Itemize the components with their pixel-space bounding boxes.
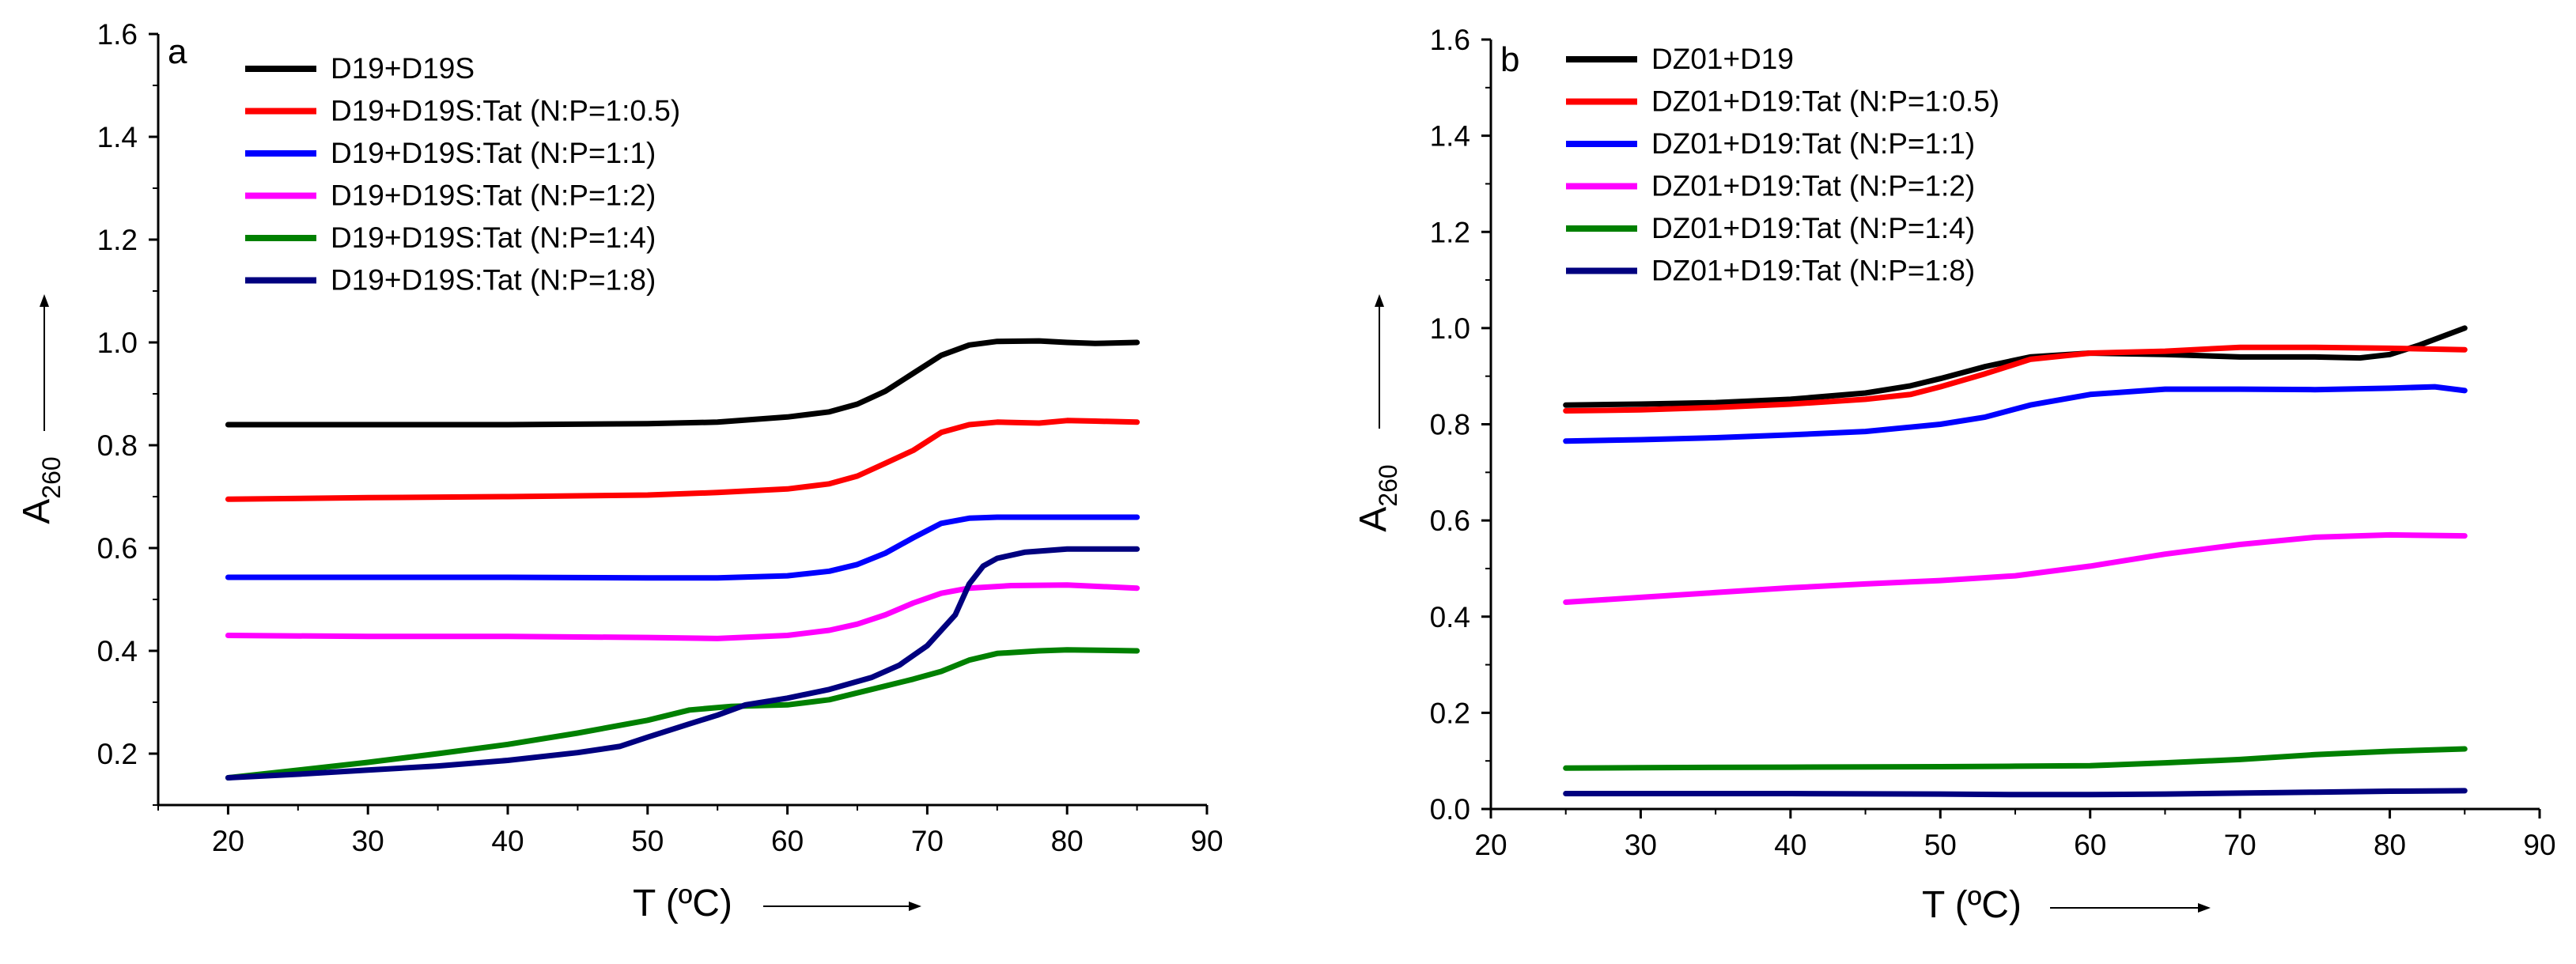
y-axis-title-main: A — [16, 499, 58, 524]
legend-label: D19+D19S:Tat (N:P=1:1) — [331, 137, 656, 169]
x-arrow-head — [2198, 903, 2211, 913]
x-tick-label: 40 — [491, 825, 524, 857]
x-tick-label: 30 — [1625, 829, 1657, 861]
x-tick-label: 90 — [1190, 825, 1223, 857]
legend-label: D19+D19S:Tat (N:P=1:0.5) — [331, 95, 680, 127]
y-tick-label: 0.2 — [1430, 697, 1470, 729]
series-line — [225, 582, 1140, 641]
y-tick-label: 0.8 — [1430, 409, 1470, 441]
y-tick-label: 1.4 — [97, 121, 138, 153]
x-tick-label: 80 — [2374, 829, 2406, 861]
y-tick-label: 0.4 — [1430, 601, 1470, 633]
legend-label: DZ01+D19:Tat (N:P=1:8) — [1651, 255, 1975, 287]
legend-label: D19+D19S:Tat (N:P=1:8) — [331, 264, 656, 297]
x-tick-label: 20 — [212, 825, 244, 857]
legend-label: DZ01+D19 — [1651, 43, 1794, 75]
series-line — [225, 338, 1140, 428]
series-line — [1563, 788, 2468, 798]
y-tick-label: 1.6 — [1430, 24, 1470, 56]
y-tick-label: 0.6 — [97, 532, 138, 565]
y-tick-label: 1.0 — [97, 327, 138, 359]
legend-label: DZ01+D19:Tat (N:P=1:1) — [1651, 127, 1975, 160]
y-tick-label: 1.4 — [1430, 120, 1470, 153]
series-line — [225, 546, 1140, 781]
panel-label: b — [1500, 40, 1519, 79]
y-axis-title-subscript: 260 — [37, 456, 66, 498]
y-axis-title-main: A — [1352, 507, 1394, 532]
x-tick-label: 70 — [2224, 829, 2256, 861]
x-tick-label: 40 — [1774, 829, 1806, 861]
x-tick-label: 60 — [771, 825, 804, 857]
x-axis-title: T (ºC) — [633, 883, 732, 924]
series-line — [225, 647, 1140, 781]
y-tick-label: 1.2 — [1430, 216, 1470, 248]
legend-label: D19+D19S:Tat (N:P=1:4) — [331, 221, 656, 254]
y-axis-title: A260 — [1352, 464, 1402, 531]
y-tick-label: 0.6 — [1430, 505, 1470, 537]
y-tick-label: 0.2 — [97, 738, 138, 770]
y-axis-title: A260 — [16, 456, 66, 524]
series-line — [1563, 531, 2468, 605]
series-line — [1563, 746, 2468, 771]
chart-panel-b: 0.0 0.2 0.4 0.6 0.8 1.0 1.2 1.4 1.6 20 30 40 50 60 70 8… — [1352, 24, 2556, 926]
y-arrow-head — [40, 294, 49, 307]
legend-label: DZ01+D19:Tat (N:P=1:2) — [1651, 170, 1975, 202]
x-tick-label: 60 — [2074, 829, 2106, 861]
x-tick-label: 70 — [911, 825, 944, 857]
legend-label: DZ01+D19:Tat (N:P=1:4) — [1651, 212, 1975, 244]
series-line — [225, 514, 1140, 581]
legend-label: D19+D19S — [331, 52, 475, 85]
x-arrow-head — [909, 902, 921, 911]
y-arrow-head — [1375, 294, 1384, 307]
series-line — [1563, 344, 2468, 414]
y-axis-title-subscript: 260 — [1374, 464, 1402, 506]
y-tick-label: 1.6 — [97, 18, 138, 51]
series-line — [1563, 384, 2468, 444]
x-tick-label: 50 — [1924, 829, 1957, 861]
panel-label: a — [168, 32, 187, 71]
x-tick-label: 50 — [631, 825, 664, 857]
x-tick-label: 90 — [2523, 829, 2555, 861]
y-tick-label: 0.4 — [97, 635, 138, 667]
legend-label: D19+D19S:Tat (N:P=1:2) — [331, 180, 656, 212]
y-tick-label: 0.8 — [97, 429, 138, 462]
y-tick-label: 1.0 — [1430, 312, 1470, 345]
x-tick-label: 80 — [1051, 825, 1084, 857]
x-tick-label: 30 — [352, 825, 384, 857]
legend-label: DZ01+D19:Tat (N:P=1:0.5) — [1651, 85, 1999, 118]
chart-panel-a: 0.2 0.4 0.6 0.8 1.0 1.2 1.4 1.6 20 30 40 50 60 70 80 90… — [16, 18, 1224, 924]
x-tick-label: 20 — [1474, 829, 1507, 861]
y-tick-label: 1.2 — [97, 224, 138, 256]
series-line — [225, 418, 1140, 502]
x-axis-title: T (ºC) — [1922, 884, 2022, 926]
y-tick-label: 0.0 — [1430, 793, 1470, 826]
